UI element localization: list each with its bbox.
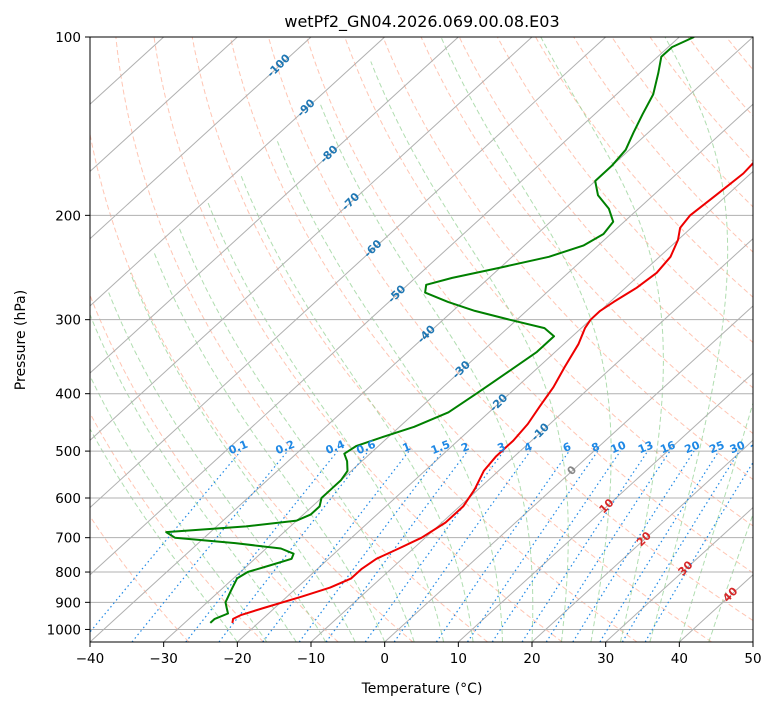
y-tick-label: 700 [55,531,81,547]
y-tick-label: 900 [55,595,81,611]
x-tick-label: −30 [149,651,178,667]
x-tick-label: 40 [671,651,688,667]
y-tick-label: 500 [55,444,81,460]
x-tick-label: −10 [297,651,326,667]
x-tick-label: −20 [223,651,252,667]
y-tick-label: 1000 [47,622,81,638]
x-tick-label: 10 [450,651,467,667]
y-tick-label: 100 [55,30,81,46]
x-tick-label: −40 [76,651,105,667]
y-tick-label: 400 [55,387,81,403]
chart-title: wetPf2_GN04.2026.069.00.08.E03 [284,12,559,32]
x-tick-label: 20 [523,651,540,667]
x-axis-label: Temperature (°C) [361,681,483,697]
x-tick-label: 50 [744,651,761,667]
y-tick-label: 200 [55,208,81,224]
x-tick-label: 0 [380,651,389,667]
x-tick-label: 30 [597,651,614,667]
y-tick-label: 800 [55,565,81,581]
y-axis-label: Pressure (hPa) [13,290,29,390]
y-tick-label: 300 [55,313,81,329]
y-tick-label: 600 [55,491,81,507]
